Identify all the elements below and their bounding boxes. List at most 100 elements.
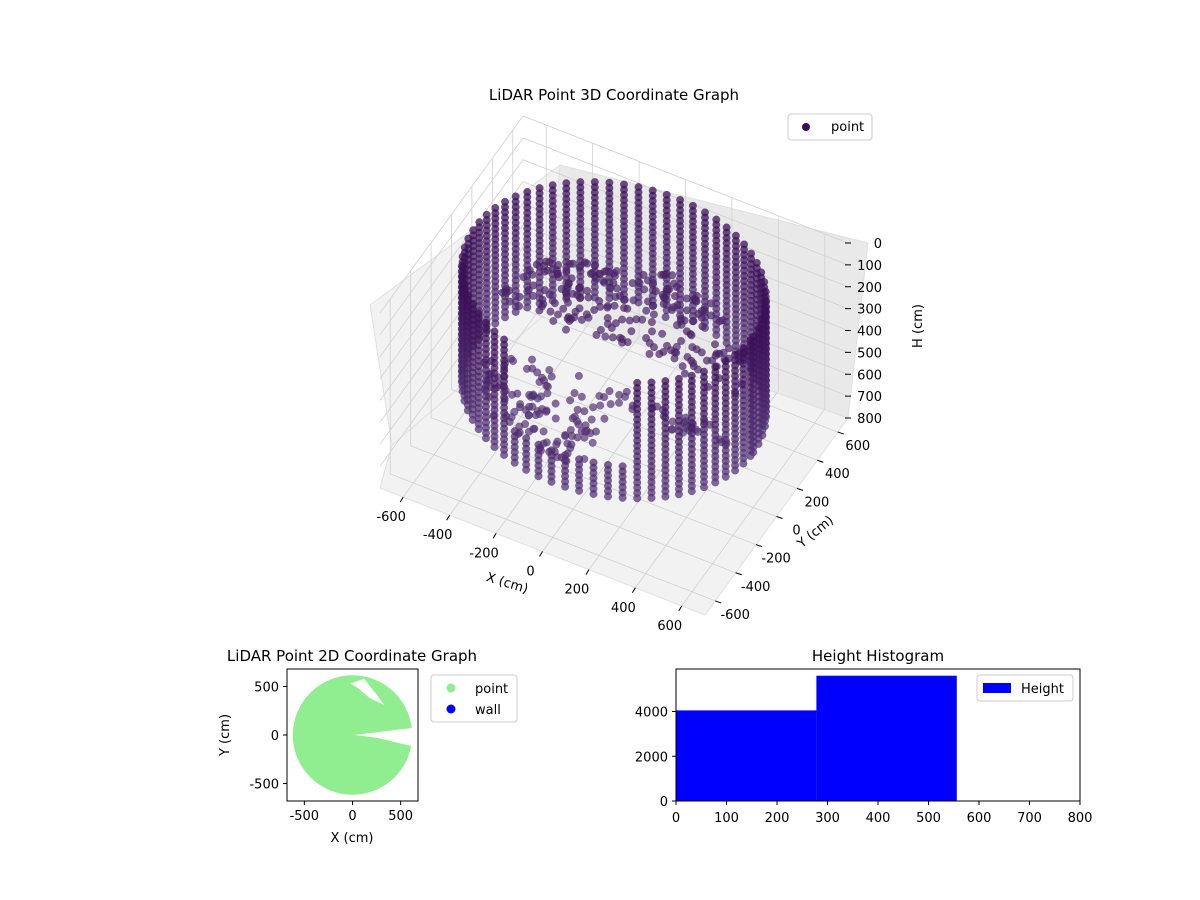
point-marker [526, 266, 534, 274]
legend-3d: point [788, 114, 872, 140]
y-tick-3d [817, 460, 823, 462]
point-marker [501, 314, 509, 322]
point-marker [602, 333, 610, 341]
y-tick-label-3d: 200 [805, 495, 830, 510]
x-tick-label-2d: -500 [290, 809, 320, 824]
point-marker [713, 331, 721, 339]
point-marker [548, 373, 556, 381]
x-tick-3d [632, 588, 635, 593]
point-marker [612, 319, 620, 327]
x-tick-label-hist: 500 [916, 811, 941, 826]
point-marker [684, 353, 692, 361]
point-marker [593, 331, 601, 339]
point-marker [606, 387, 614, 395]
point-marker [683, 295, 691, 303]
point-marker [673, 283, 681, 291]
point-marker [583, 260, 591, 268]
point-marker [575, 284, 583, 292]
point-marker [711, 341, 719, 349]
legend-hist-swatch [983, 683, 1011, 693]
y-tick-3d [715, 601, 721, 603]
z-tick-label-3d: 300 [857, 303, 882, 318]
point-marker [640, 286, 648, 294]
point-marker [565, 280, 573, 288]
point-marker [499, 289, 507, 297]
point-marker [530, 282, 538, 290]
point-marker [547, 308, 555, 316]
point-marker [649, 279, 657, 287]
legend-2d: point wall [431, 675, 517, 722]
point-marker [633, 495, 641, 503]
point-marker [604, 304, 612, 312]
point-marker [540, 428, 548, 436]
point-marker [520, 273, 528, 281]
point-marker [695, 310, 703, 318]
z-tick-label-3d: 500 [857, 346, 882, 361]
point-marker [555, 274, 563, 282]
point-marker [675, 491, 683, 499]
point-marker [658, 330, 666, 338]
point-marker [562, 326, 570, 334]
point-marker [569, 415, 577, 423]
y-tick-label-2d: -500 [249, 778, 279, 793]
x-tick-label-hist: 0 [672, 811, 680, 826]
point-marker [671, 348, 679, 356]
point-marker [583, 311, 591, 319]
x-tick-label-hist: 300 [815, 811, 840, 826]
point-marker [619, 494, 627, 502]
point-marker [575, 372, 583, 380]
point-marker [576, 294, 584, 302]
point-marker [688, 487, 696, 495]
point-marker [662, 493, 670, 501]
z-tick-label-3d: 700 [857, 390, 882, 405]
point-marker [615, 399, 623, 407]
legend-hist-label: Height [1021, 682, 1064, 697]
y-tick-label-3d: -600 [720, 608, 750, 623]
point-marker [650, 311, 658, 319]
chart-2d-title: LiDAR Point 2D Coordinate Graph [227, 647, 477, 665]
point-marker [662, 313, 670, 321]
point-marker [554, 261, 562, 269]
point-marker [673, 321, 681, 329]
point-marker [621, 296, 629, 304]
point-marker [671, 292, 679, 300]
point-marker [664, 285, 672, 293]
legend-2d-wall-marker [447, 705, 456, 714]
point-marker [574, 406, 582, 414]
z-tick-label-3d: 800 [857, 412, 882, 427]
point-marker [693, 298, 701, 306]
point-marker [524, 304, 532, 312]
point-marker [590, 490, 598, 498]
point-marker [500, 451, 508, 459]
x-tick-3d [400, 497, 403, 502]
chart-3d-title: LiDAR Point 3D Coordinate Graph [489, 86, 739, 104]
x-tick-label-3d: -400 [423, 528, 453, 543]
point-marker [568, 441, 576, 449]
point-marker [529, 391, 537, 399]
point-marker [543, 408, 551, 416]
x-tick-label-2d: 0 [348, 809, 356, 824]
point-marker [712, 352, 720, 360]
point-marker [600, 393, 608, 401]
x-tick-label-hist: 400 [866, 811, 891, 826]
point-marker [516, 293, 524, 301]
y-tick-3d [756, 545, 762, 547]
point-marker [548, 478, 556, 486]
point-marker [613, 267, 621, 275]
point-marker [543, 382, 551, 390]
point-marker [506, 298, 514, 306]
point-marker [607, 284, 615, 292]
point-marker [660, 300, 668, 308]
point-marker [648, 494, 656, 502]
point-marker [576, 264, 584, 272]
point-marker [592, 275, 600, 283]
point-marker [725, 345, 733, 353]
point-marker [511, 408, 519, 416]
point-marker [528, 356, 536, 364]
point-marker [563, 267, 571, 275]
y-tick-3d [797, 488, 803, 490]
point-marker [552, 415, 560, 423]
y-axis-label-2d: Y (cm) [218, 714, 233, 757]
point-marker [575, 421, 583, 429]
